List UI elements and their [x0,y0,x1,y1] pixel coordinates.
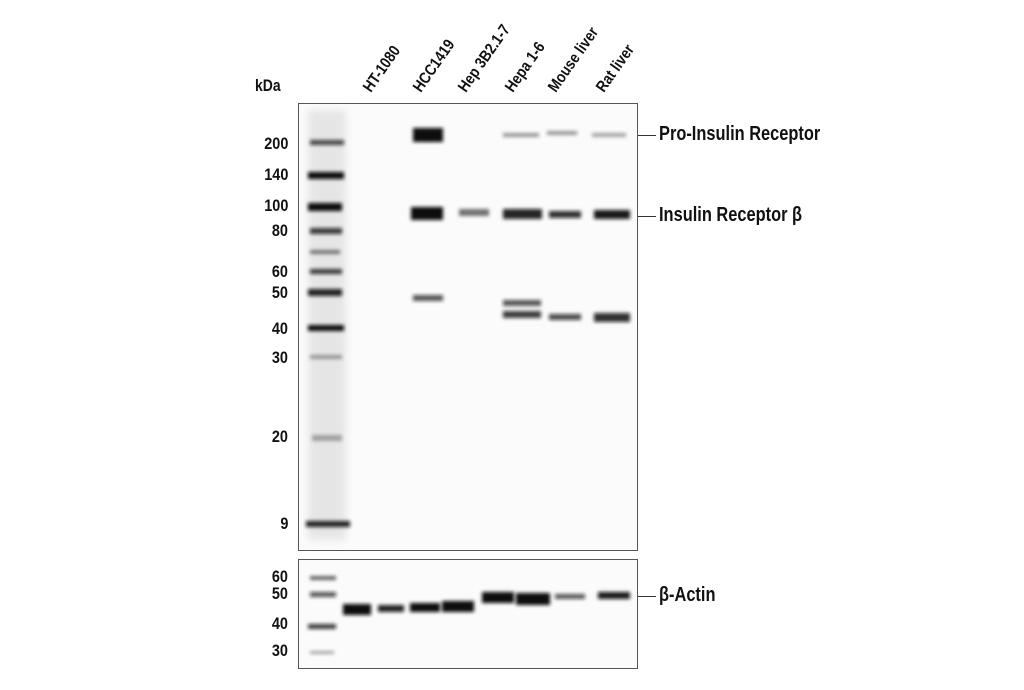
mw-marker: 30 [271,641,288,660]
target-tick [638,135,656,136]
mw-marker: 140 [263,165,288,184]
mw-marker: 200 [263,134,288,153]
mw-marker: 50 [271,584,288,603]
mw-marker: 40 [271,614,288,633]
mw-marker: 50 [271,283,288,302]
mw-marker: 20 [271,427,288,446]
target-tick [638,596,656,597]
mw-marker: 80 [271,221,288,240]
top-blot-frame [298,103,638,551]
kda-label: kDa [255,76,281,95]
mw-marker: 30 [271,348,288,367]
mw-marker: 40 [271,319,288,338]
target-tick [638,216,656,217]
beta-actin-label: β-Actin [659,584,716,606]
mw-marker: 60 [271,262,288,281]
mw-marker: 60 [271,567,288,586]
pro-insulin-receptor-label: Pro-Insulin Receptor [659,123,821,145]
insulin-receptor-beta-label: Insulin Receptor β [659,204,803,226]
mw-marker: 100 [263,196,288,215]
mw-marker: 9 [279,514,288,533]
